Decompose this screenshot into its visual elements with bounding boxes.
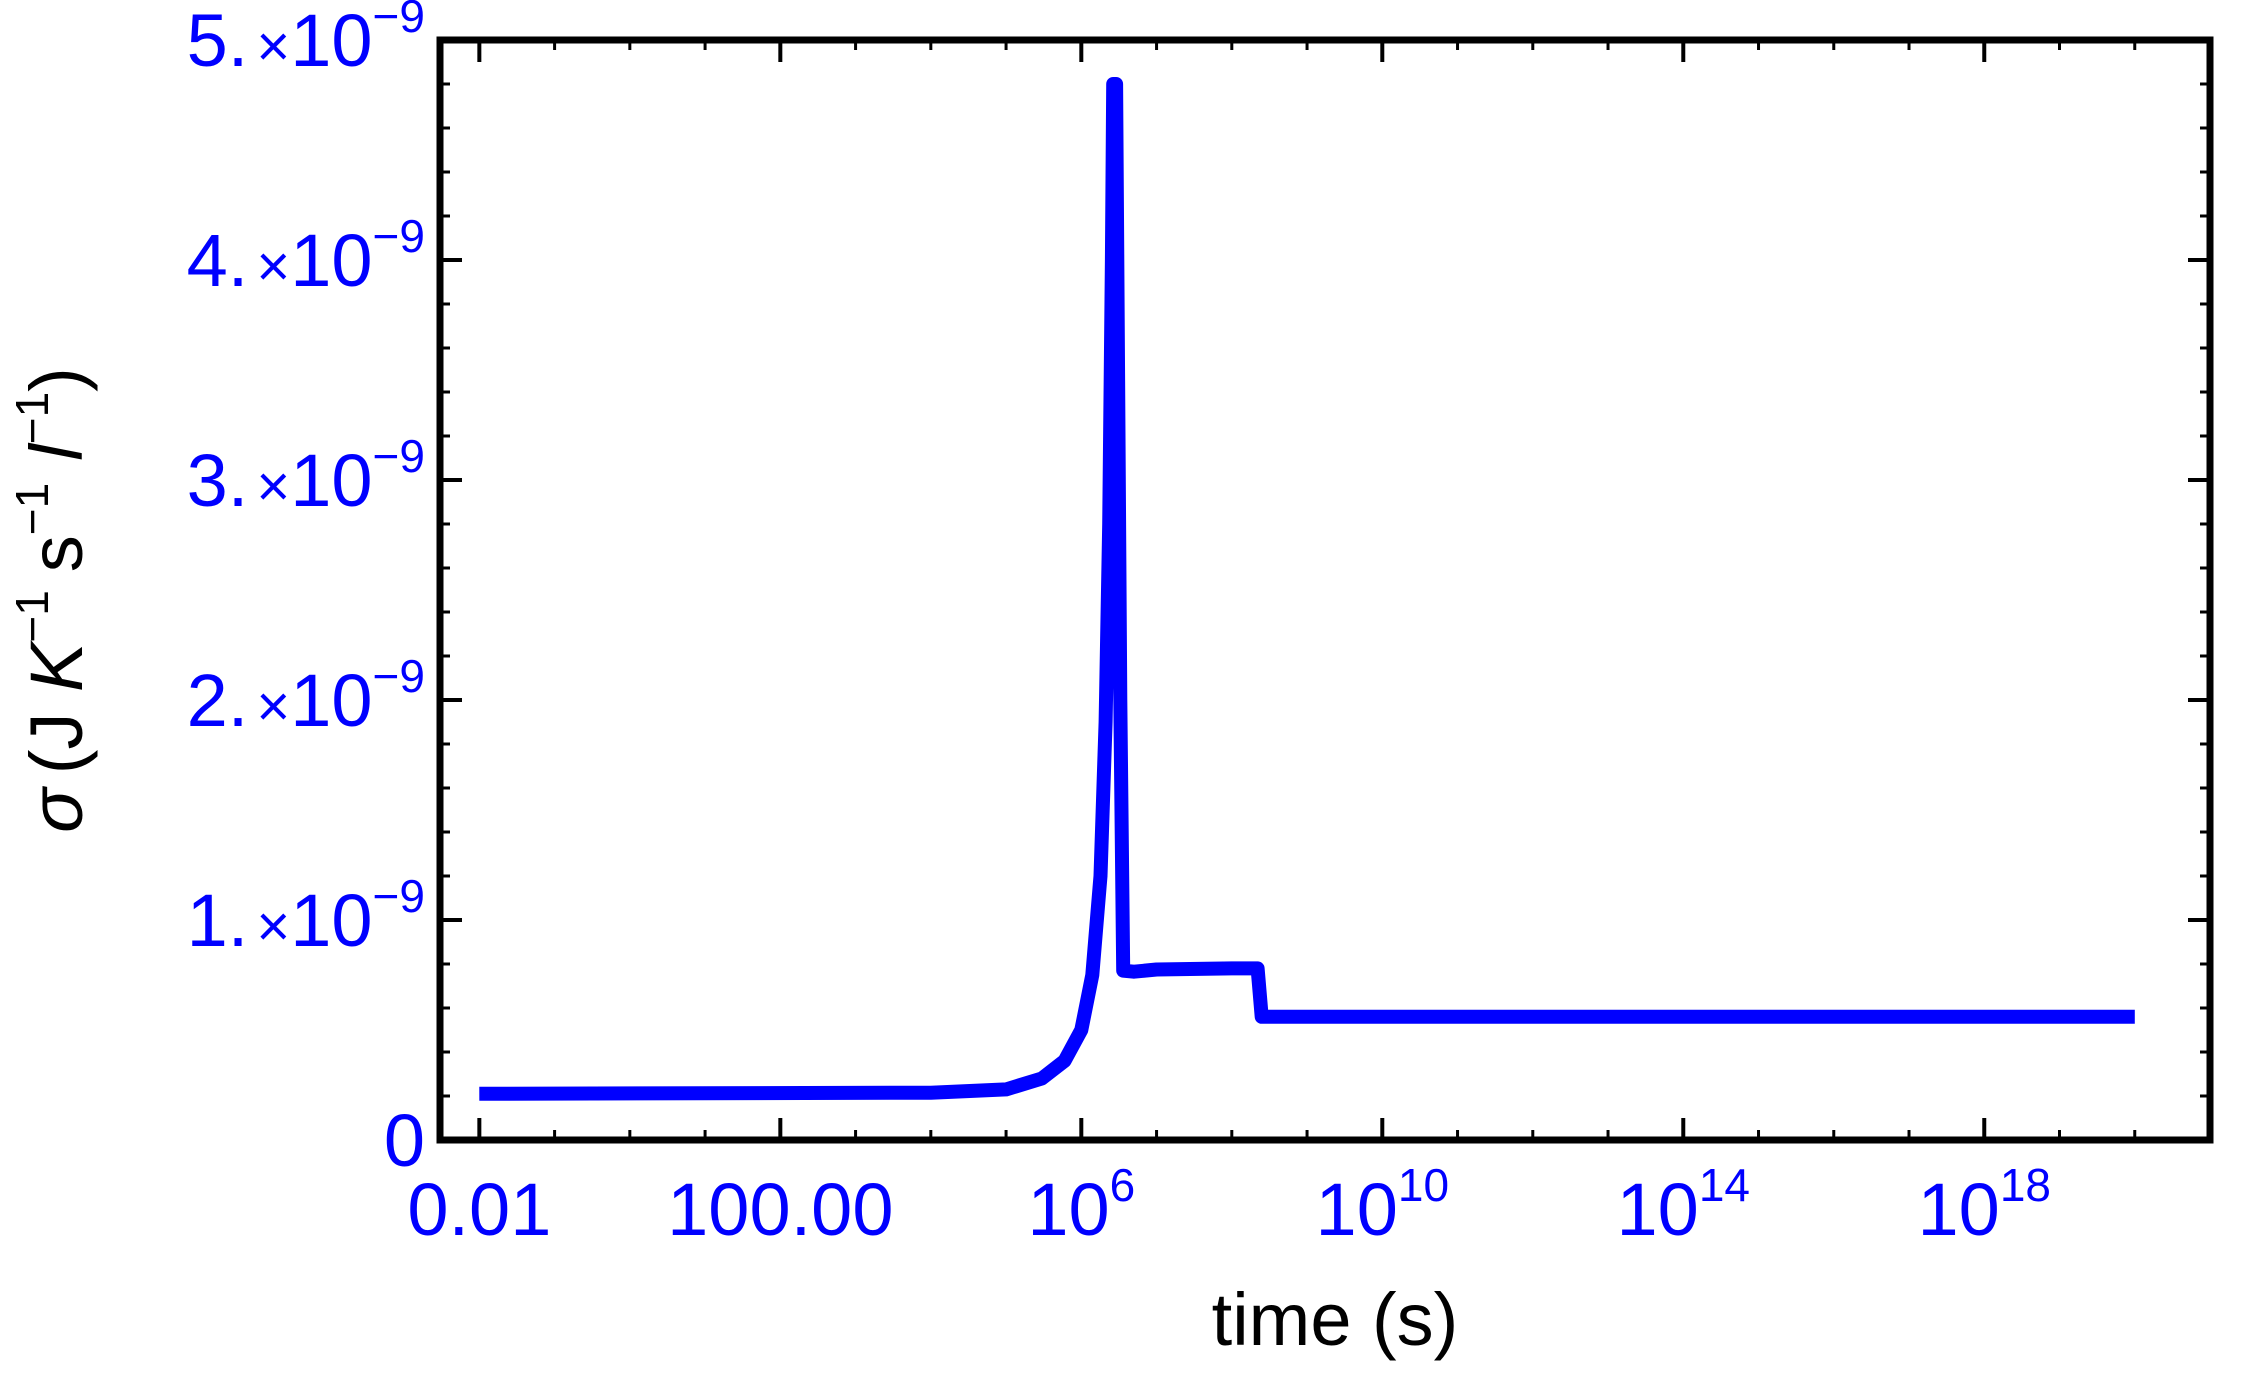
x-tick-label: 106	[1027, 1159, 1135, 1251]
x-tick-label: 1010	[1316, 1159, 1449, 1251]
y-title-l-exp: −1	[6, 392, 58, 444]
y-tick-labels: 0 1. ×10−9 2. ×10−9 3. ×10−9 4. ×10−9 5. ×10−9	[187, 0, 425, 1182]
y-title-s-exp: −1	[6, 483, 58, 535]
y-tick-label: 3. ×10−9	[187, 430, 425, 522]
y-tick-label: 0	[384, 1099, 425, 1182]
x-tick-label: 0.01	[407, 1168, 551, 1251]
y-tick-label: 4. ×10−9	[187, 210, 425, 302]
y-title-k: K	[15, 639, 98, 692]
y-tick-label: 5. ×10−9	[187, 0, 425, 82]
series-line	[479, 77, 2135, 1101]
y-title-l: l	[15, 442, 98, 461]
svg-text:σ(J K−1s−1l−1): σ(J K−1s−1l−1)	[6, 367, 98, 833]
y-title-s: s	[15, 535, 98, 572]
plot-frame	[436, 36, 2214, 1144]
x-tick-label: 1014	[1617, 1159, 1750, 1251]
major-ticks	[440, 38, 2210, 1142]
x-tick-label: 1018	[1918, 1159, 2051, 1251]
y-title-open: (J	[15, 692, 98, 774]
y-tick-label: 1. ×10−9	[187, 870, 425, 962]
x-tick-labels: 0.01 100.00 106 1010 1014 1018	[407, 1159, 2051, 1251]
y-axis-title: σ(J K−1s−1l−1)	[6, 367, 98, 833]
x-tick-label: 100.00	[667, 1168, 893, 1251]
y-title-sigma: σ	[15, 786, 98, 833]
x-axis-title: time (s)	[1212, 1278, 1459, 1361]
y-tick-label: 2. ×10−9	[187, 650, 425, 742]
y-title-k-exp: −1	[6, 590, 58, 642]
y-title-close: )	[15, 367, 98, 392]
